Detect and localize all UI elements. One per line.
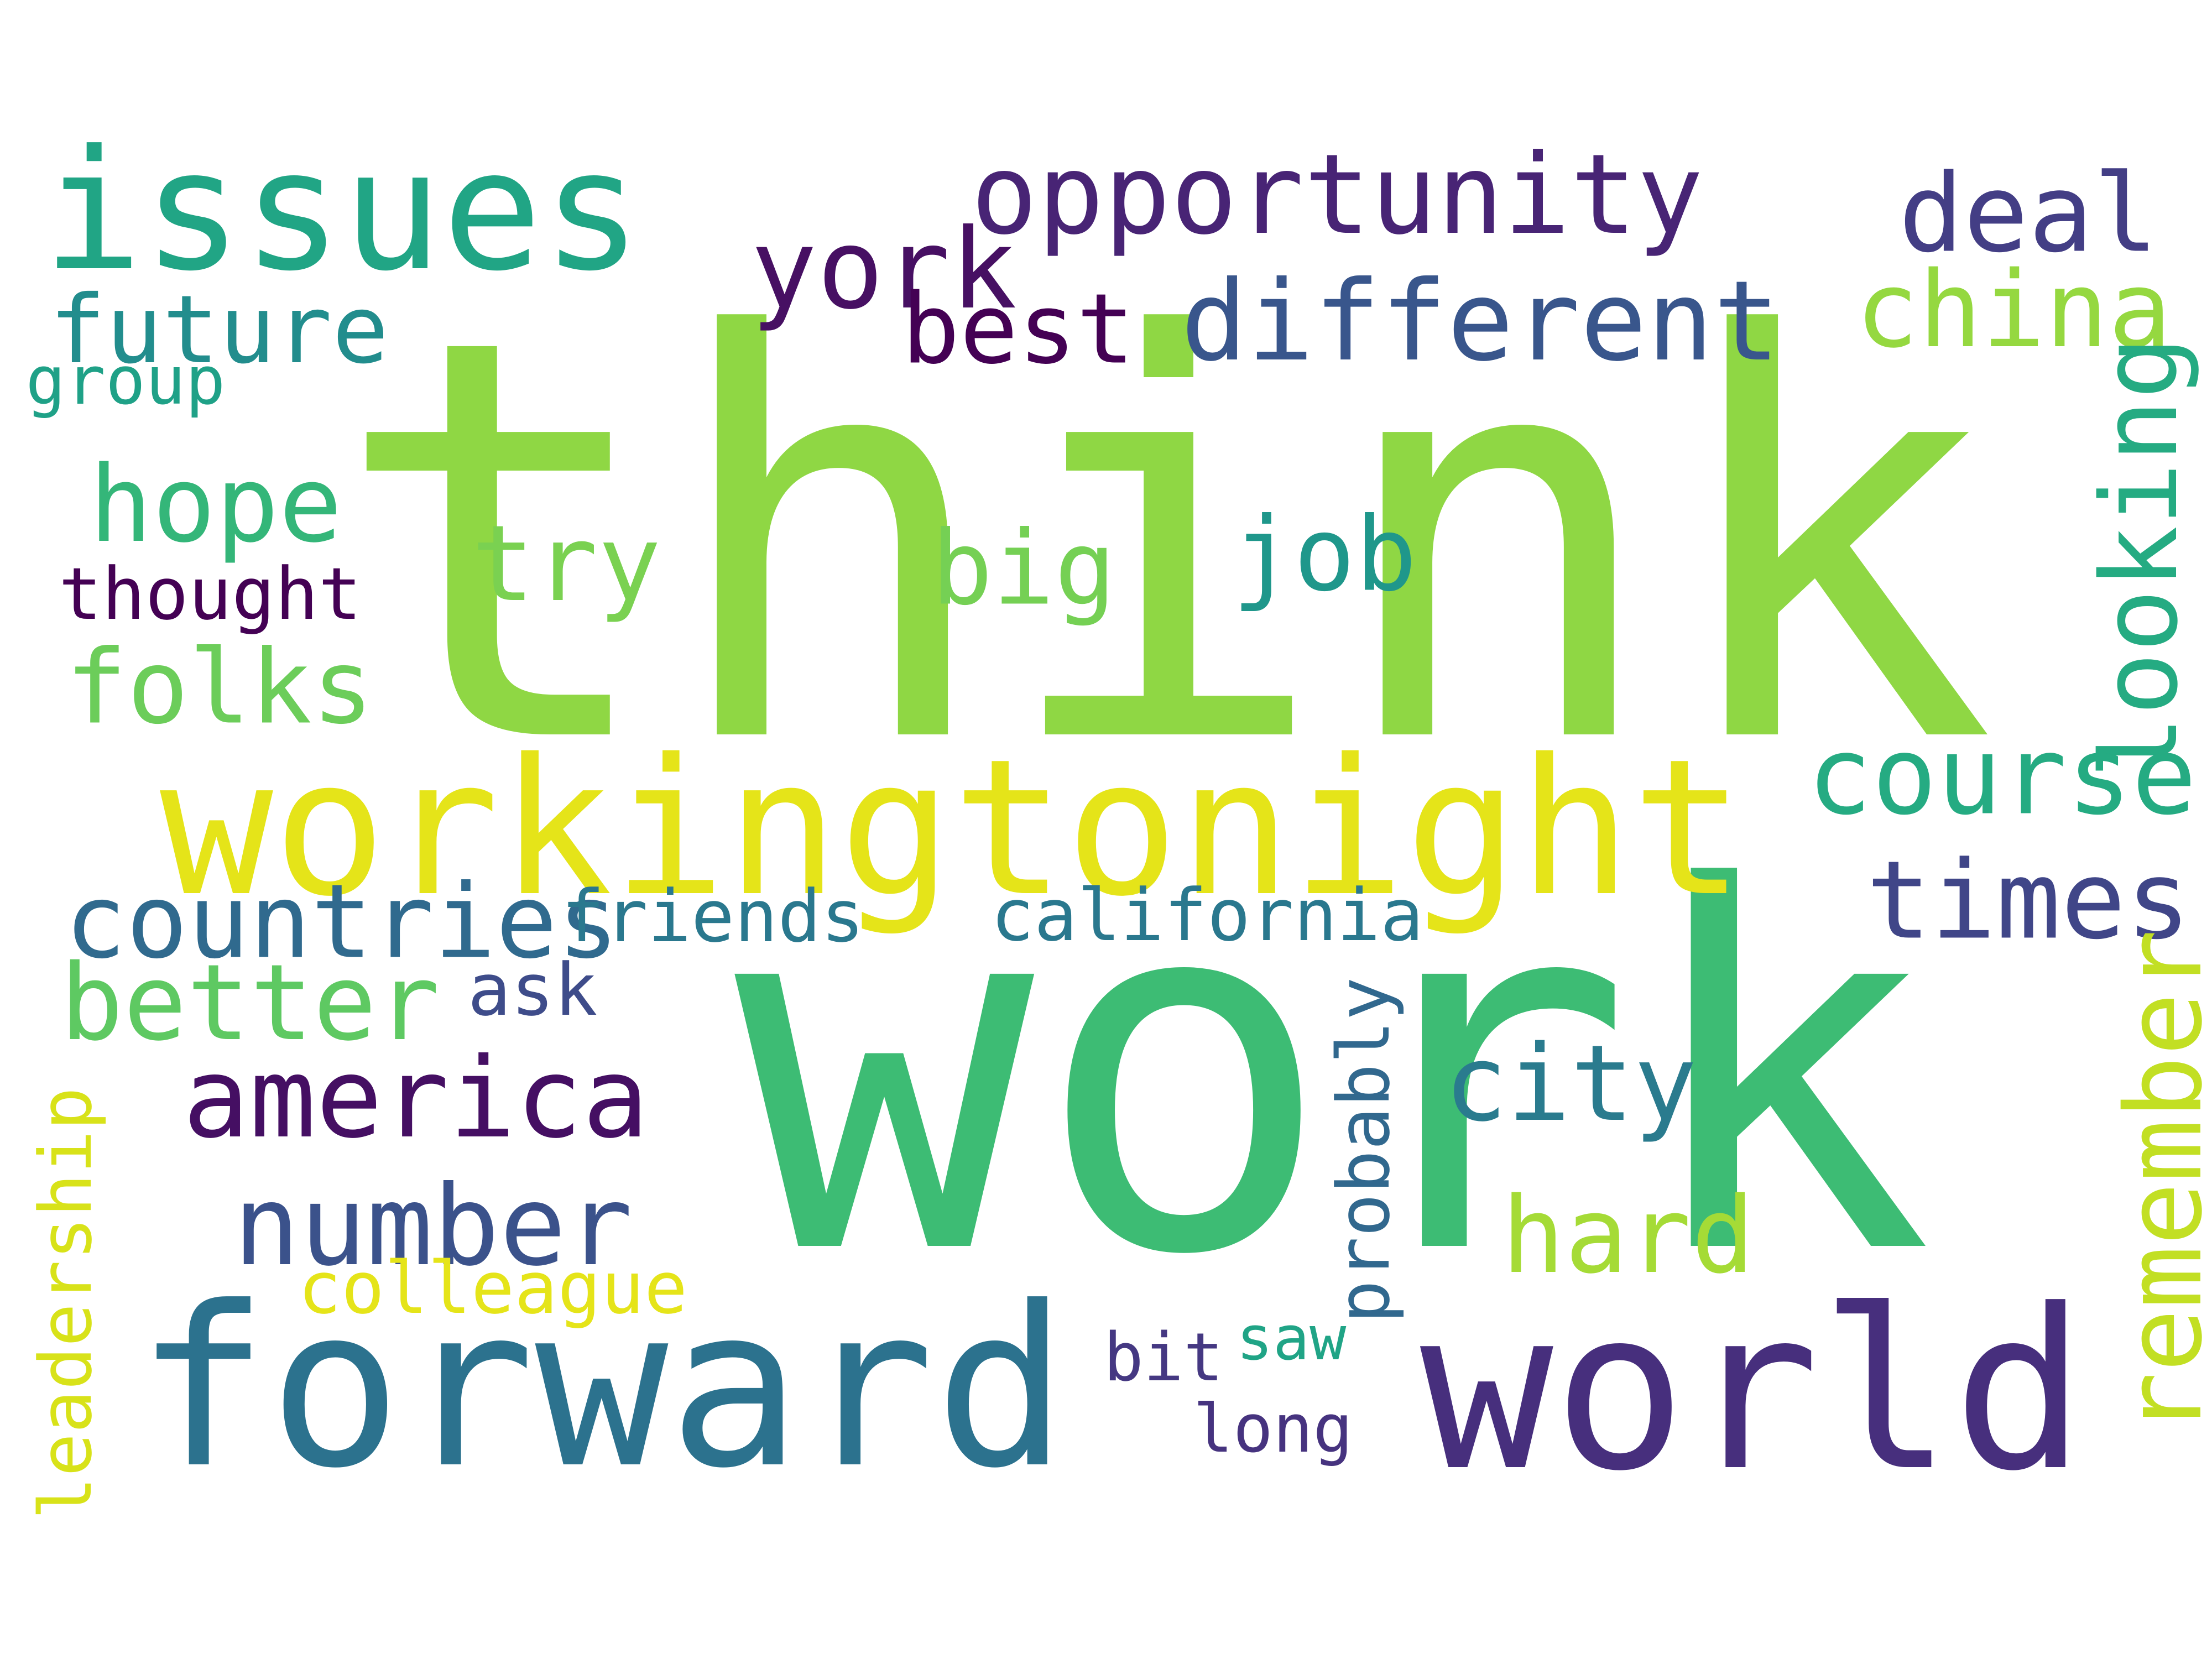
word-world: world [1420,1262,2086,1520]
word-countries: countries [64,862,619,982]
word-looking: looking [2079,336,2201,779]
word-number: number [233,1162,633,1291]
word-better: better [60,942,440,1064]
word-bit: bit [1103,1319,1224,1396]
word-friends: friends [561,874,864,958]
word-forward: forward [135,1260,1068,1517]
word-opportunity: opportunity [971,131,1704,259]
word-leadership: leadership [24,1087,108,1520]
word-china: china [1855,249,2172,371]
word-course: course [1807,713,2197,839]
word-long: long [1193,1391,1353,1468]
word-hard: hard [1501,1175,1755,1297]
word-try: try [471,503,661,625]
word-different: different [1181,257,1780,386]
word-city: city [1444,1022,1697,1145]
word-colleague: colleague [298,1246,688,1330]
word-deal: deal [1898,150,2158,276]
word-work: work [734,785,1933,1364]
word-think: think [331,221,1996,865]
word-remember: remember [2103,929,2212,1436]
word-hope: hope [89,444,342,566]
word-group: group [25,343,226,420]
word-thought: thought [59,552,362,636]
word-best: best [901,273,1135,386]
word-job: job [1232,494,1417,614]
word-folks: folks [65,627,374,747]
word-issues: issues [43,114,642,307]
word-probably: probably [1322,977,1406,1324]
word-california: california [990,873,1424,957]
word-saw: saw [1236,1303,1347,1374]
word-america: america [182,1034,649,1163]
word-future: future [49,275,389,385]
word-big: big [931,508,1117,628]
word-york: york [750,205,1017,334]
word-times: times [1866,837,2191,963]
word-workingtonight: workingtonight [160,719,1745,938]
word-ask: ask [467,948,598,1032]
